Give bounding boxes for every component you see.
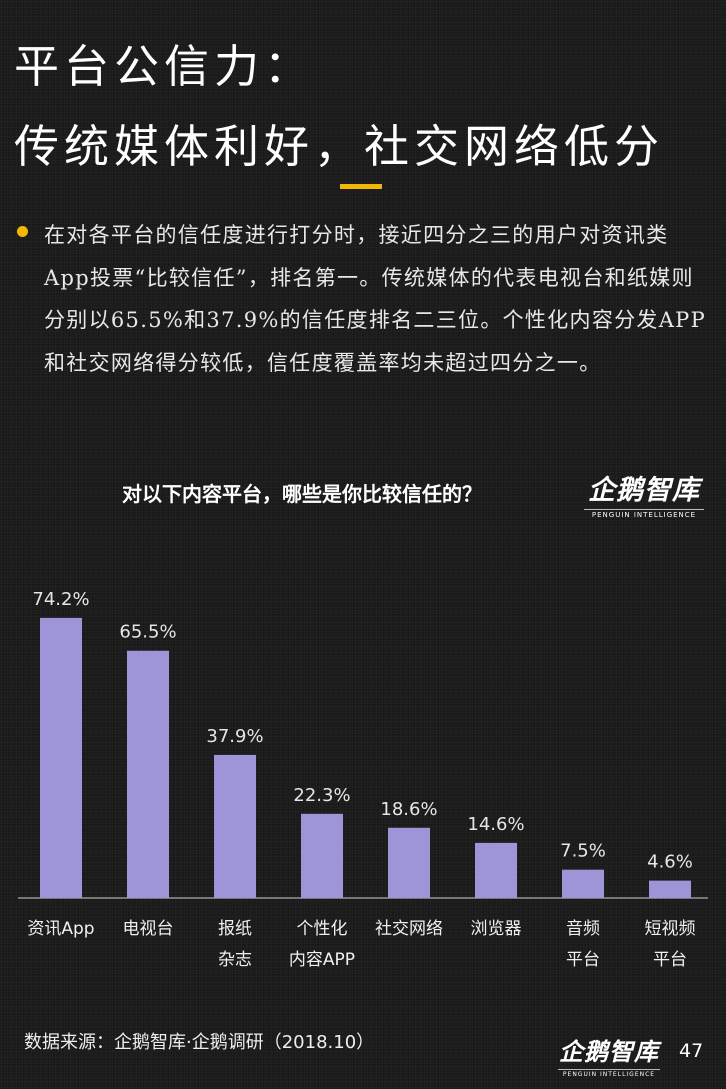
data-label-2: 37.9% [206, 726, 263, 747]
logo-subtitle: PENGUIN INTELLIGENCE [584, 509, 704, 519]
data-label-5: 14.6% [467, 814, 524, 835]
logo-name: 企鹅智库 [588, 475, 700, 506]
chart-title: 对以下内容平台，哪些是你比较信任的？ [122, 482, 482, 506]
bar-6 [562, 869, 604, 898]
bar-0 [40, 617, 82, 898]
page-number: 47 [679, 1040, 704, 1062]
data-label-3: 22.3% [293, 785, 350, 806]
penguin-logo-footer: 企鹅智库 PENGUIN INTELLIGENCE [558, 1032, 660, 1078]
bar-5 [475, 842, 517, 898]
intro-paragraph: 在对各平台的信任度进行打分时，接近四分之三的用户对资讯类App投票“比较信任”，… [44, 223, 707, 375]
category-label-7-0: 短视频 [645, 919, 696, 939]
title-accent-bar [340, 184, 382, 189]
data-label-0: 74.2% [32, 589, 89, 610]
bar-1 [127, 650, 169, 898]
bar-7 [649, 880, 691, 898]
data-label-6: 7.5% [560, 841, 606, 862]
category-label-3-0: 个性化 [297, 919, 348, 939]
category-label-3-1: 内容APP [289, 950, 355, 970]
category-label-2-1: 杂志 [218, 950, 252, 970]
penguin-logo: 企鹅智库 PENGUIN INTELLIGENCE [584, 468, 704, 519]
bar-4 [388, 827, 430, 898]
category-label-1-0: 电视台 [123, 919, 174, 939]
data-label-4: 18.6% [380, 799, 437, 820]
category-label-0-0: 资讯App [27, 919, 94, 939]
bar-3 [301, 813, 343, 898]
category-label-2-0: 报纸 [218, 919, 252, 939]
category-label-4-0: 社交网络 [375, 919, 443, 939]
bullet-dot-icon [17, 226, 28, 237]
bar-2 [214, 754, 256, 898]
category-label-6-0: 音频 [566, 919, 600, 939]
data-source: 数据来源：企鹅智库·企鹅调研（2018.10） [24, 1032, 375, 1053]
logo-subtitle: PENGUIN INTELLIGENCE [558, 1069, 660, 1078]
logo-name: 企鹅智库 [559, 1038, 659, 1066]
page-title-line-1: 平台公信力： [14, 40, 315, 93]
category-label-5-0: 浏览器 [471, 919, 522, 939]
page-title-line-2: 传统媒体利好，社交网络低分 [14, 120, 665, 173]
data-label-1: 65.5% [119, 622, 176, 643]
category-label-6-1: 平台 [566, 950, 600, 970]
category-label-7-1: 平台 [653, 950, 687, 970]
data-label-7: 4.6% [647, 852, 693, 873]
